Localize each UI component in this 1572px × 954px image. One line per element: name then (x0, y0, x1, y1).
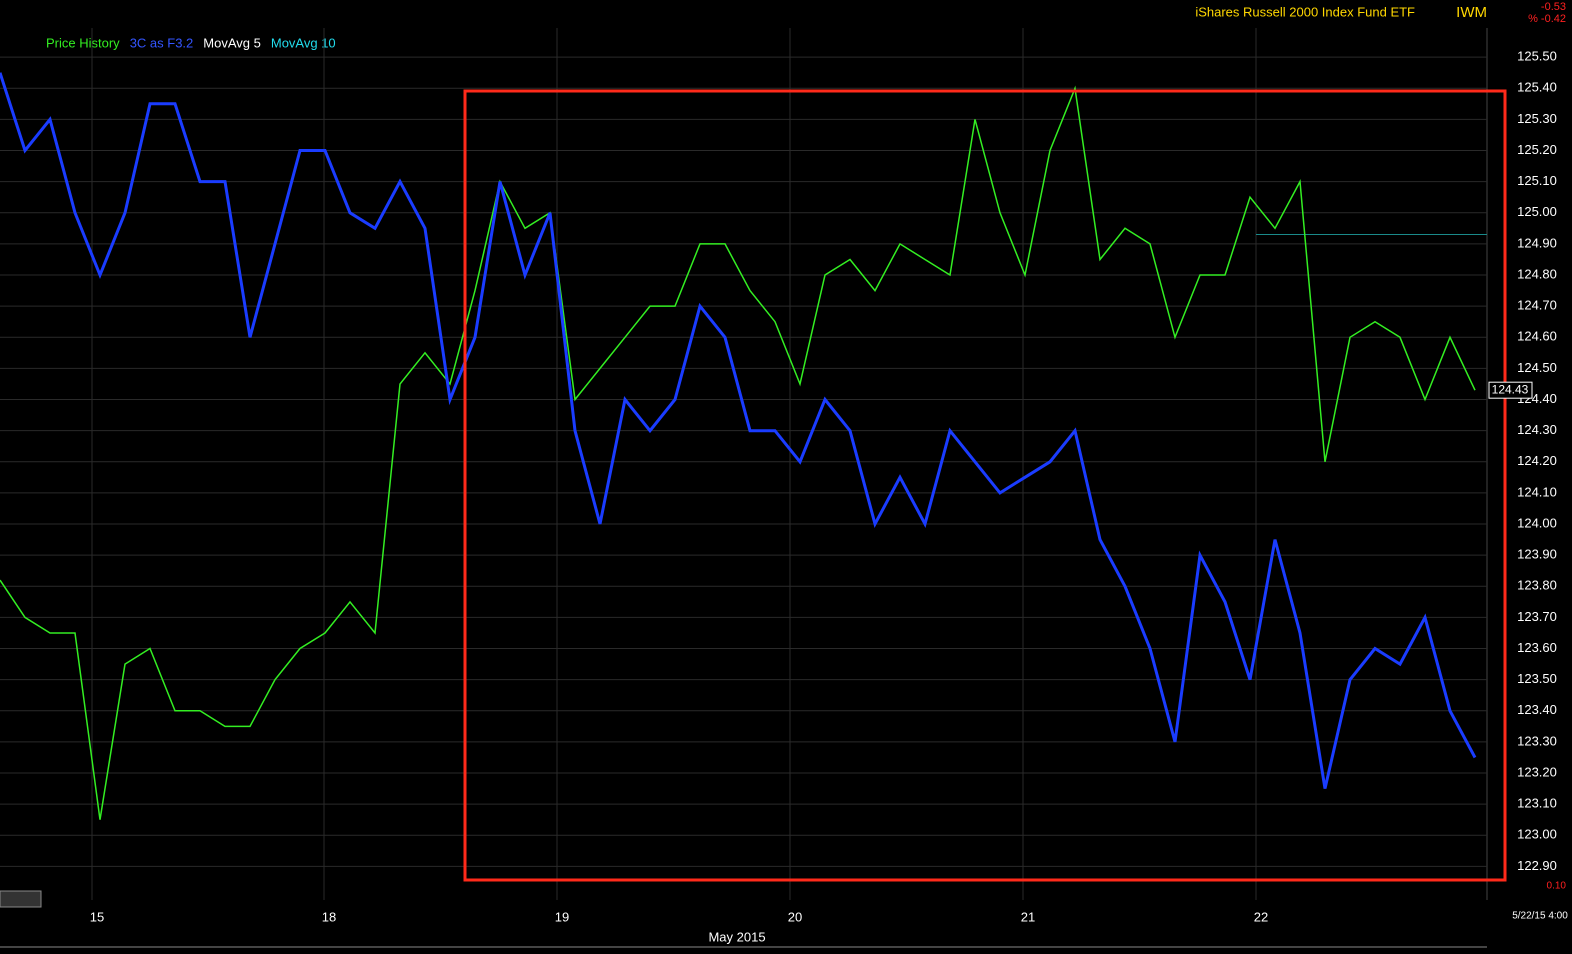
x-tick-label: 22 (1254, 909, 1268, 924)
y-tick-label: 124.60 (1517, 329, 1557, 344)
change-pct: % -0.42 (1528, 13, 1566, 25)
y-tick-label: 124.00 (1517, 515, 1557, 530)
series-line (0, 85, 1476, 820)
y-tick-label: 122.90 (1517, 858, 1557, 873)
y-tick-label: 124.70 (1517, 298, 1557, 313)
change: -0.53 (1541, 1, 1566, 13)
highlight-box (463, 89, 1507, 882)
chart-title: iShares Russell 2000 Index Fund ETF (1195, 4, 1415, 19)
y-tick-label: 123.00 (1517, 827, 1557, 842)
y-tick-label: 125.00 (1517, 204, 1557, 219)
y-tick-label: 124.90 (1517, 235, 1557, 250)
x-tick-label: 15 (90, 909, 104, 924)
legend-entry: 3C as F3.2 (130, 35, 194, 50)
y-tick-label: 123.60 (1517, 640, 1557, 655)
y-tick-label: 124.10 (1517, 484, 1557, 499)
legend-entry: Price History (46, 35, 120, 50)
y-tick-label: 124.80 (1517, 266, 1557, 281)
x-tick-label: 18 (322, 909, 336, 924)
lower-value: 0.10 (1547, 881, 1567, 892)
y-tick-label: 124.30 (1517, 422, 1557, 437)
y-tick-label: 125.50 (1517, 49, 1557, 64)
y-tick-label: 123.90 (1517, 547, 1557, 562)
legend-entry: MovAvg 10 (271, 35, 336, 50)
scroll-handle[interactable] (0, 890, 42, 908)
y-tick-label: 123.70 (1517, 609, 1557, 624)
x-title: May 2015 (708, 929, 765, 944)
x-tick-label: 20 (788, 909, 802, 924)
y-tick-label: 123.80 (1517, 578, 1557, 593)
y-tick-label: 125.10 (1517, 173, 1557, 188)
y-tick-label: 124.50 (1517, 360, 1557, 375)
x-tick-label: 19 (555, 909, 569, 924)
y-tick-label: 125.40 (1517, 80, 1557, 95)
y-tick-label: 123.10 (1517, 796, 1557, 811)
series-line (0, 72, 1477, 789)
y-tick-label: 123.20 (1517, 764, 1557, 779)
y-tick-label: 124.20 (1517, 453, 1557, 468)
y-tick-label: 123.40 (1517, 702, 1557, 717)
timestamp: 5/22/15 4:00 (1512, 911, 1568, 922)
symbol: IWM (1456, 4, 1487, 21)
legend-entry: MovAvg 5 (203, 35, 261, 50)
y-tick-label: 125.20 (1517, 142, 1557, 157)
last-price-label: 124.43 (1492, 382, 1529, 396)
y-tick-label: 123.50 (1517, 671, 1557, 686)
y-tick-label: 125.30 (1517, 111, 1557, 126)
y-tick-label: 123.30 (1517, 733, 1557, 748)
x-tick-label: 21 (1021, 909, 1035, 924)
last-price-box (1488, 381, 1533, 399)
